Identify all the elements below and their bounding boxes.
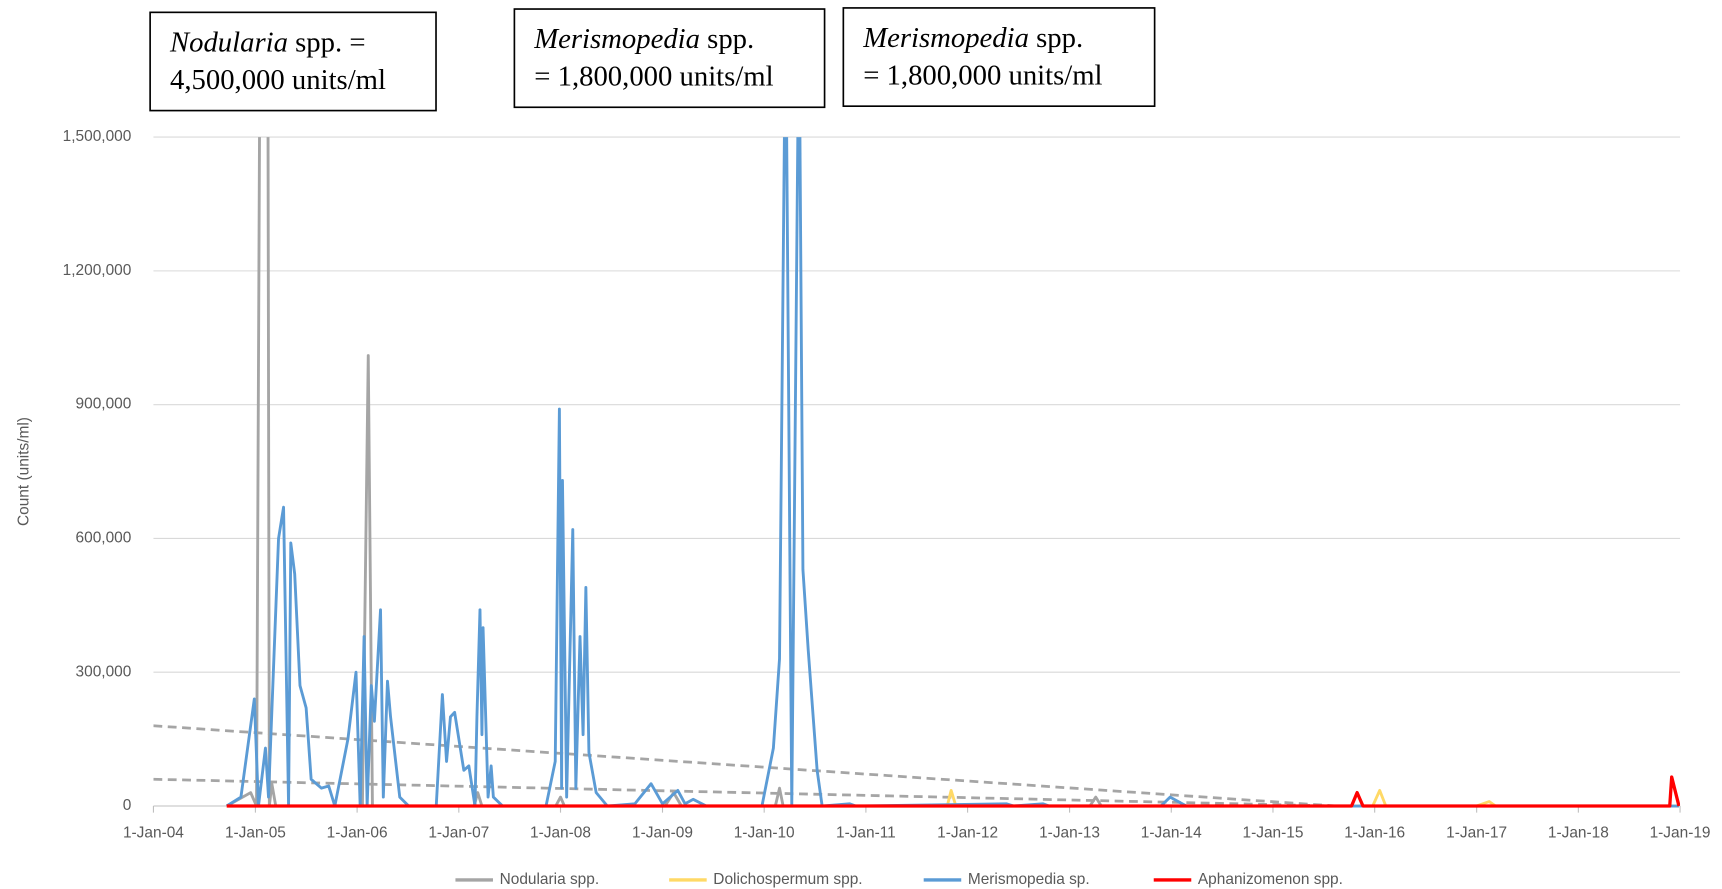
series-line <box>226 775 1681 808</box>
annotation: Merismopedia spp. = 1,800,000 units/ml <box>513 8 826 109</box>
legend-label: Aphanizomenon spp. <box>1198 871 1343 888</box>
x-tick-label: 1-Jan-11 <box>836 825 896 842</box>
annotation-text: Merismopedia spp. <box>533 23 754 55</box>
trendline <box>153 777 1336 808</box>
x-tick-label: 1-Jan-12 <box>937 825 998 842</box>
x-tick-label: 1-Jan-14 <box>1141 825 1202 842</box>
annotation-box <box>842 7 1156 107</box>
annotation-part: = 1,800,000 units/ml <box>534 60 773 92</box>
y-axis-label: Count (units/ml) <box>15 417 32 526</box>
x-tick-label: 1-Jan-08 <box>530 825 591 842</box>
x-tick-label: 1-Jan-10 <box>734 825 795 842</box>
trendline <box>153 724 1337 808</box>
annotation-part: Nodularia <box>169 26 288 58</box>
x-tick-label: 1-Jan-09 <box>632 825 693 842</box>
annotation-part: Merismopedia <box>533 23 700 55</box>
y-tick-label: 1,200,000 <box>63 262 132 279</box>
plot-area <box>153 137 1681 808</box>
annotation-part: = 1,800,000 units/ml <box>863 59 1102 91</box>
y-tick-label: 600,000 <box>76 530 132 547</box>
annotation-box <box>513 8 826 109</box>
series-line <box>225 137 1679 808</box>
annotation-part: Merismopedia <box>862 22 1029 54</box>
x-tick-label: 1-Jan-04 <box>123 825 184 842</box>
series-line <box>226 788 1679 808</box>
x-tick-label: 1-Jan-19 <box>1650 825 1711 842</box>
y-tick-label: 300,000 <box>76 663 132 680</box>
x-tick-label: 1-Jan-06 <box>327 825 388 842</box>
annotation-text: 4,500,000 units/ml <box>170 63 386 95</box>
y-tick-label: 900,000 <box>76 396 132 413</box>
series-line <box>226 137 1679 808</box>
annotation-box <box>149 11 437 112</box>
x-tick-label: 1-Jan-13 <box>1039 825 1100 842</box>
x-tick-label: 1-Jan-15 <box>1243 825 1304 842</box>
annotation-part: spp. <box>1029 22 1083 54</box>
x-tick-label: 1-Jan-16 <box>1344 825 1405 842</box>
annotation-text: = 1,800,000 units/ml <box>863 59 1102 91</box>
annotation-part: 4,500,000 units/ml <box>170 63 386 95</box>
annotation-part: spp. = <box>288 26 366 58</box>
legend-label: Merismopedia sp. <box>968 871 1090 888</box>
annotation-text: = 1,800,000 units/ml <box>534 60 773 92</box>
legend-label: Dolichospermum spp. <box>713 871 862 888</box>
annotation-part: spp. <box>700 23 754 55</box>
annotation-text: Merismopedia spp. <box>862 22 1083 54</box>
x-tick-label: 1-Jan-05 <box>225 825 286 842</box>
x-tick-label: 1-Jan-07 <box>428 825 489 842</box>
annotation: Merismopedia spp. = 1,800,000 units/ml <box>842 7 1156 107</box>
x-tick-label: 1-Jan-18 <box>1548 825 1609 842</box>
legend-label: Nodularia spp. <box>500 871 600 888</box>
annotation-text: Nodularia spp. = <box>169 26 366 58</box>
y-tick-label: 0 <box>123 797 132 814</box>
y-tick-label: 1,500,000 <box>63 128 132 145</box>
x-tick-label: 1-Jan-17 <box>1446 825 1507 842</box>
annotation: Nodularia spp. = 4,500,000 units/ml <box>149 11 437 112</box>
